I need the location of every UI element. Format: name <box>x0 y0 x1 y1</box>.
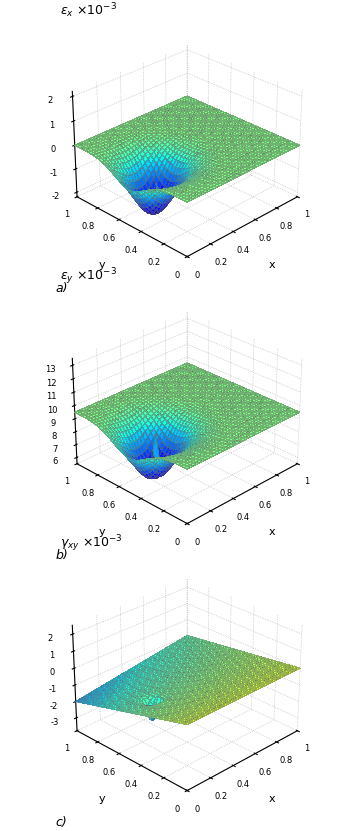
Text: b): b) <box>55 549 68 562</box>
X-axis label: x: x <box>269 527 276 537</box>
Y-axis label: y: y <box>99 259 106 269</box>
Y-axis label: y: y <box>99 527 106 537</box>
Text: c): c) <box>55 816 67 829</box>
X-axis label: x: x <box>269 794 276 804</box>
Text: $\varepsilon_x$ $\times\mathregular{10^{-3}}$: $\varepsilon_x$ $\times\mathregular{10^{… <box>60 2 117 20</box>
Text: a): a) <box>55 282 68 295</box>
X-axis label: x: x <box>269 259 276 269</box>
Text: $\gamma_{xy}$ $\times\mathregular{10^{-3}}$: $\gamma_{xy}$ $\times\mathregular{10^{-3… <box>60 534 123 554</box>
Y-axis label: y: y <box>99 794 106 804</box>
Text: $\varepsilon_y$ $\times\mathregular{10^{-3}}$: $\varepsilon_y$ $\times\mathregular{10^{… <box>60 267 117 287</box>
